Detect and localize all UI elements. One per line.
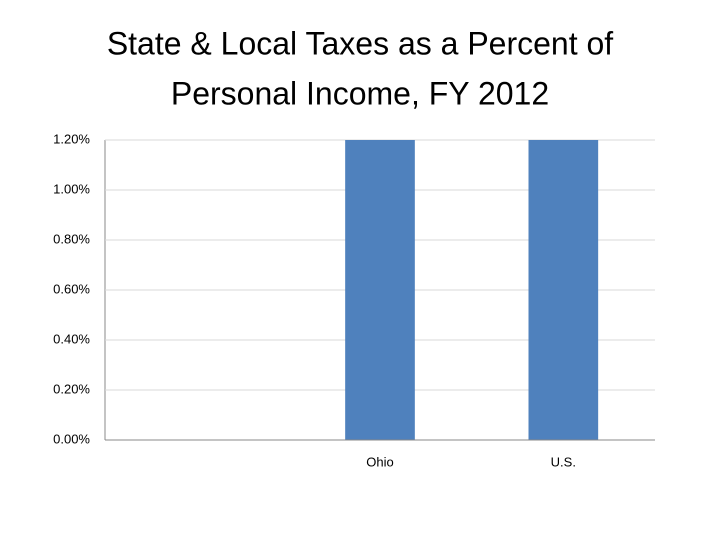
y-tick-label: 0.80%: [53, 231, 90, 246]
chart-title: Personal Income, FY 2012: [171, 75, 549, 111]
y-tick-label: 0.20%: [53, 381, 90, 396]
x-tick-label: U.S.: [551, 454, 576, 469]
y-tick-label: 0.40%: [53, 331, 90, 346]
bar: [528, 140, 599, 440]
y-tick-label: 1.20%: [53, 131, 90, 146]
y-tick-label: 1.00%: [53, 181, 90, 196]
y-tick-label: 0.60%: [53, 281, 90, 296]
x-tick-label: Ohio: [366, 454, 393, 469]
y-tick-label: 0.00%: [53, 431, 90, 446]
bar: [345, 140, 415, 440]
chart-title: State & Local Taxes as a Percent of: [107, 25, 613, 61]
